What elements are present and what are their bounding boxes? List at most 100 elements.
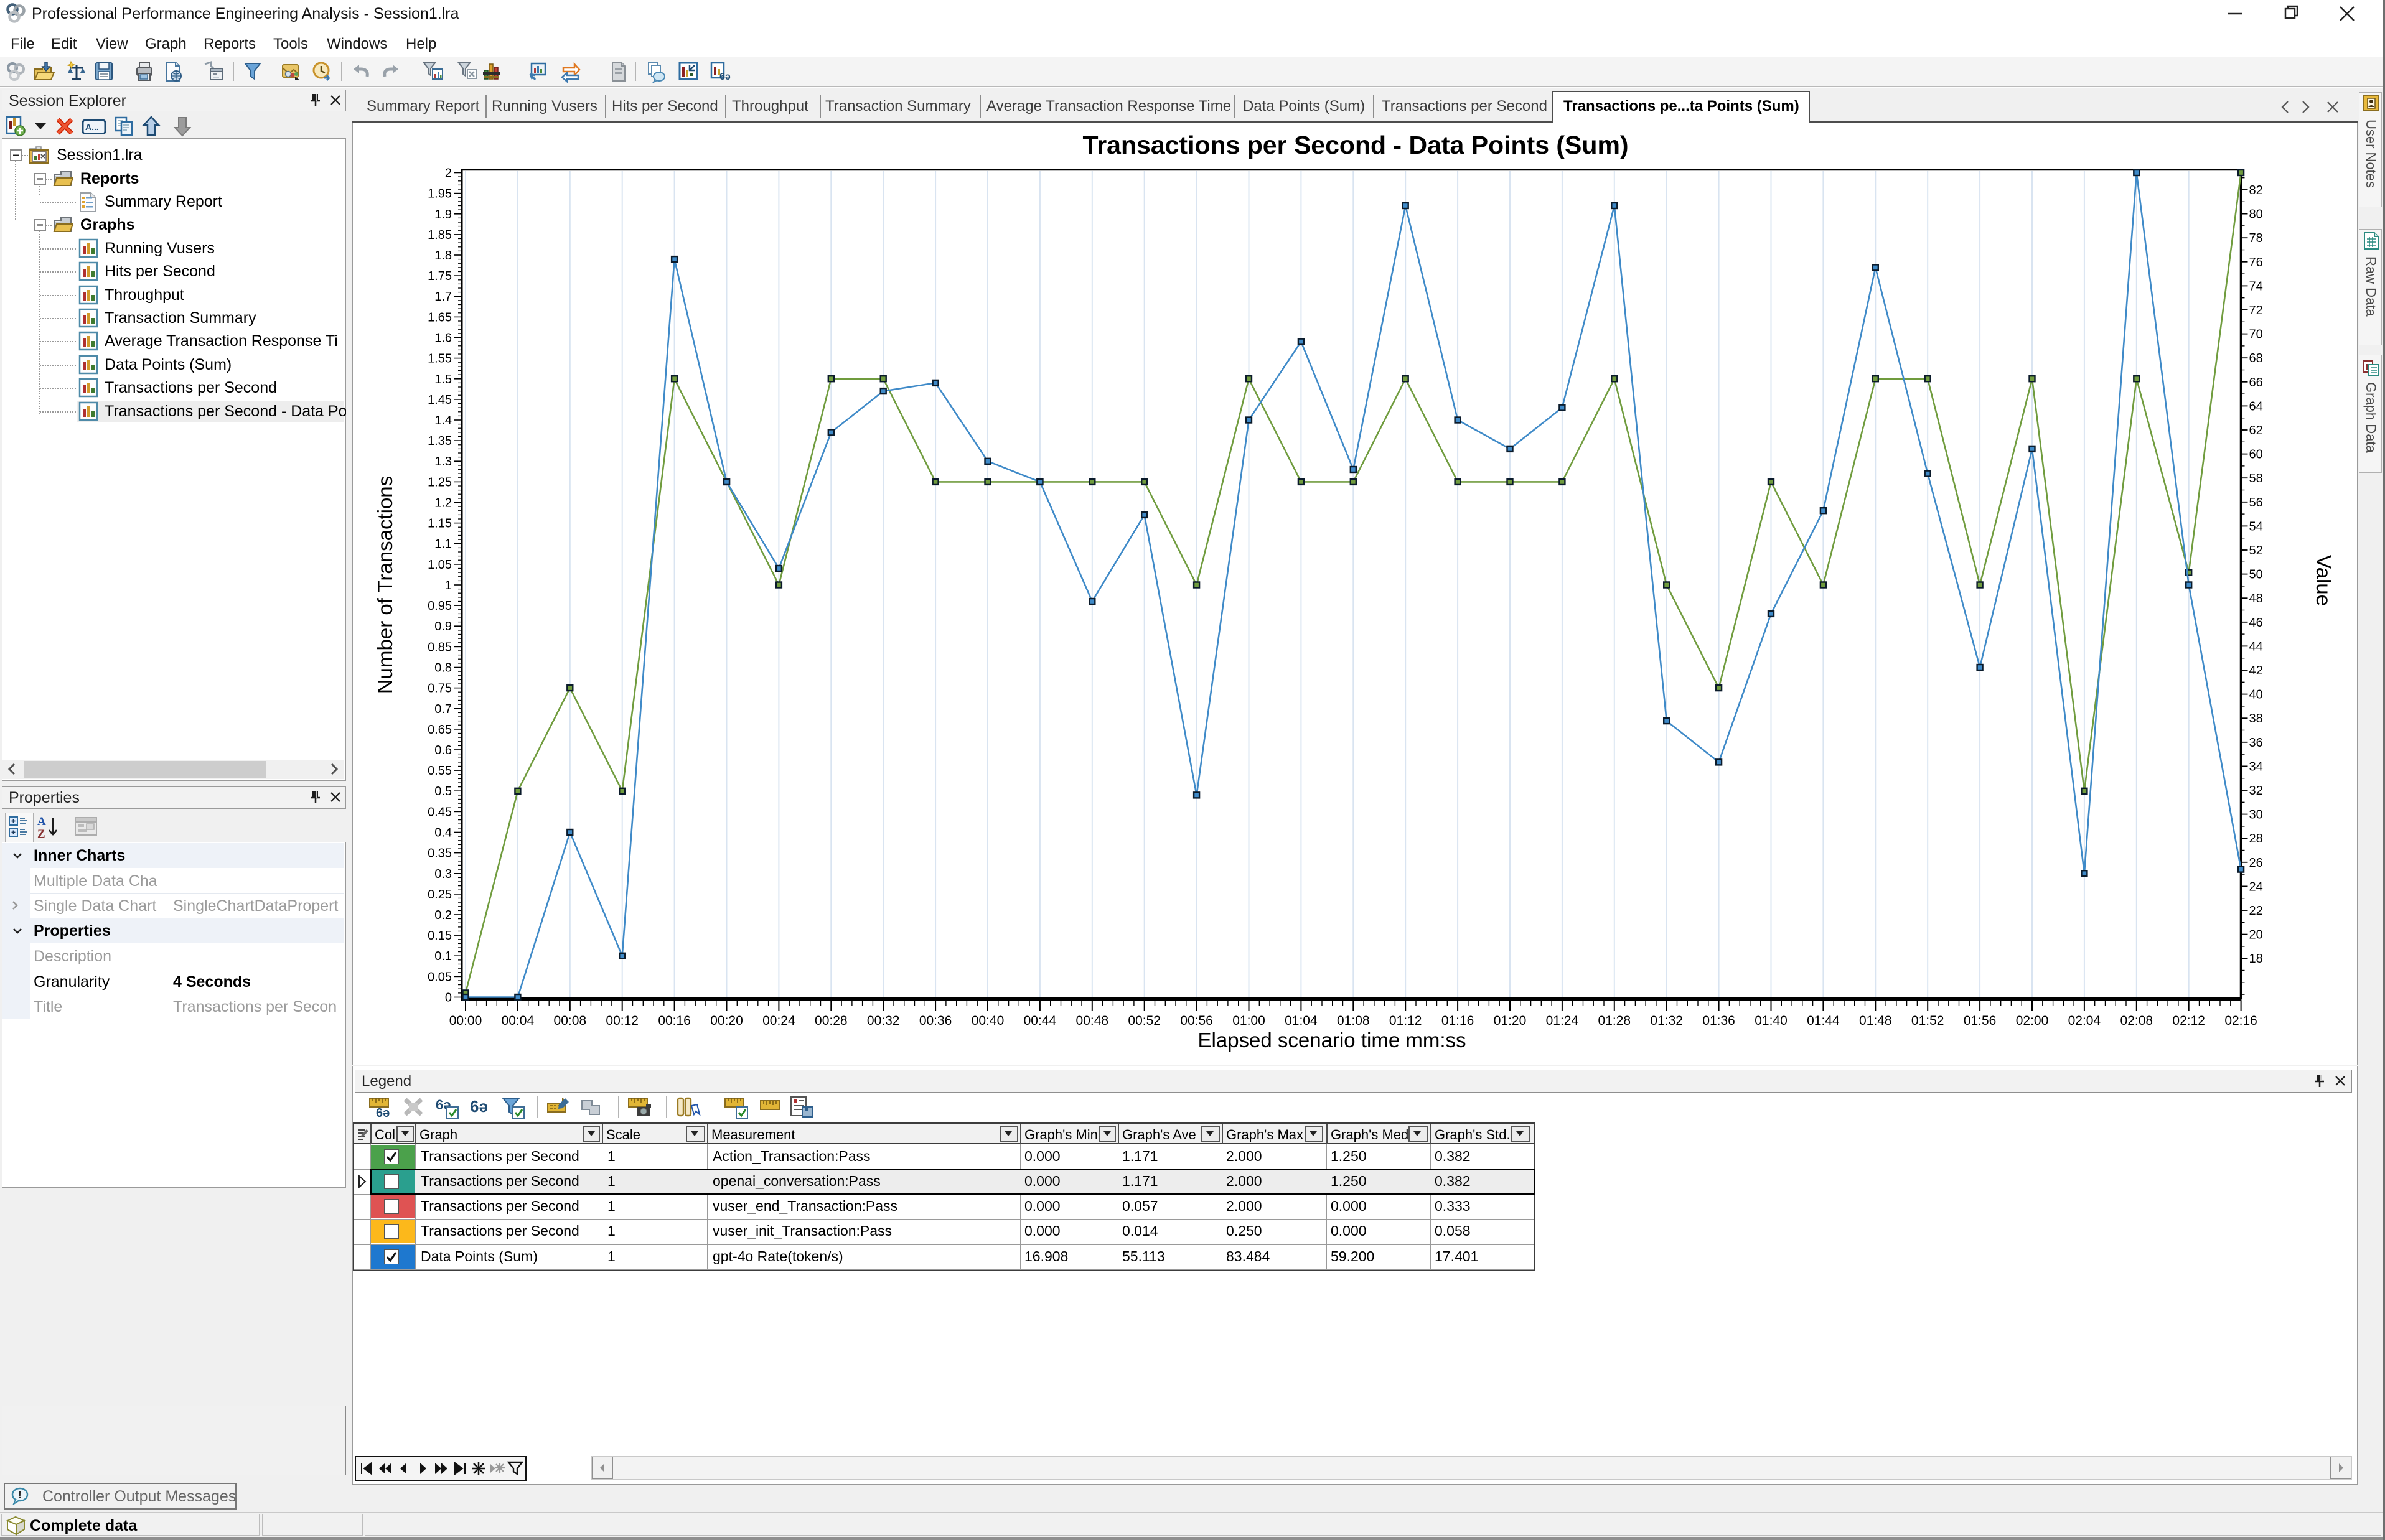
- svg-text:64: 64: [2249, 399, 2263, 413]
- svg-text:26: 26: [2249, 856, 2263, 870]
- svg-text:1: 1: [445, 579, 452, 592]
- svg-text:02:04: 02:04: [2068, 1014, 2101, 1028]
- svg-text:0.45: 0.45: [428, 805, 452, 819]
- svg-text:0.8: 0.8: [434, 661, 452, 675]
- svg-text:40: 40: [2249, 688, 2263, 702]
- svg-text:68: 68: [2249, 352, 2263, 365]
- svg-text:0.55: 0.55: [428, 764, 452, 778]
- svg-text:1.85: 1.85: [428, 228, 452, 242]
- svg-text:0.35: 0.35: [428, 847, 452, 861]
- svg-text:00:24: 00:24: [762, 1014, 795, 1028]
- svg-text:72: 72: [2249, 304, 2263, 317]
- svg-text:1.65: 1.65: [428, 310, 452, 324]
- svg-text:00:28: 00:28: [815, 1014, 848, 1028]
- svg-text:0.7: 0.7: [434, 702, 452, 716]
- svg-text:1.3: 1.3: [434, 455, 452, 469]
- svg-text:A: A: [37, 815, 46, 828]
- svg-text:30: 30: [2249, 808, 2263, 822]
- svg-text:00:40: 00:40: [972, 1014, 1005, 1028]
- svg-text:0.6: 0.6: [434, 744, 452, 757]
- svg-text:1.95: 1.95: [428, 187, 452, 201]
- svg-text:01:56: 01:56: [1964, 1014, 1997, 1028]
- svg-text:00:12: 00:12: [606, 1014, 639, 1028]
- svg-text:0.9: 0.9: [434, 620, 452, 633]
- svg-text:34: 34: [2249, 760, 2263, 773]
- svg-text:00:00: 00:00: [449, 1014, 482, 1028]
- svg-text:56: 56: [2249, 496, 2263, 510]
- svg-text:00:52: 00:52: [1128, 1014, 1161, 1028]
- svg-text:1.7: 1.7: [434, 290, 452, 304]
- svg-text:0.95: 0.95: [428, 599, 452, 613]
- svg-text:1.35: 1.35: [428, 434, 452, 448]
- svg-text:!: !: [18, 1489, 22, 1501]
- svg-text:1.45: 1.45: [428, 393, 452, 407]
- svg-text:0.05: 0.05: [428, 970, 452, 984]
- svg-text:0.65: 0.65: [428, 723, 452, 737]
- svg-text:00:36: 00:36: [919, 1014, 952, 1028]
- svg-text:6ə: 6ə: [376, 1106, 390, 1119]
- svg-text:00:56: 00:56: [1180, 1014, 1213, 1028]
- svg-text:00:48: 00:48: [1076, 1014, 1109, 1028]
- svg-text:58: 58: [2249, 472, 2263, 485]
- svg-text:02:00: 02:00: [2016, 1014, 2049, 1028]
- svg-text:1.4: 1.4: [434, 414, 452, 427]
- svg-text:0.3: 0.3: [434, 867, 452, 881]
- svg-text:00:32: 00:32: [867, 1014, 900, 1028]
- svg-text:0.1: 0.1: [434, 950, 452, 963]
- svg-text:1.55: 1.55: [428, 352, 452, 366]
- svg-text:22: 22: [2249, 904, 2263, 918]
- svg-text:0.85: 0.85: [428, 640, 452, 654]
- svg-text:62: 62: [2249, 424, 2263, 437]
- svg-text:50: 50: [2249, 568, 2263, 582]
- svg-text:0.2: 0.2: [434, 908, 452, 922]
- svg-text:00:08: 00:08: [554, 1014, 587, 1028]
- svg-text:02:08: 02:08: [2120, 1014, 2153, 1028]
- svg-text:28: 28: [2249, 832, 2263, 846]
- svg-text:42: 42: [2249, 664, 2263, 678]
- svg-text:48: 48: [2249, 592, 2263, 605]
- svg-text:01:40: 01:40: [1755, 1014, 1788, 1028]
- svg-text:A...: A...: [85, 122, 99, 132]
- svg-text:82: 82: [2249, 184, 2263, 197]
- svg-text:00:20: 00:20: [710, 1014, 743, 1028]
- svg-text:52: 52: [2249, 544, 2263, 558]
- svg-text:0.4: 0.4: [434, 826, 452, 840]
- svg-text:01:24: 01:24: [1546, 1014, 1579, 1028]
- svg-text:60: 60: [2249, 448, 2263, 462]
- svg-text:01:52: 01:52: [1911, 1014, 1944, 1028]
- svg-text:1.25: 1.25: [428, 475, 452, 489]
- svg-text:Transactions per Second - Data: Transactions per Second - Data Points (S…: [1082, 131, 1628, 159]
- svg-text:1.15: 1.15: [428, 517, 452, 531]
- svg-text:78: 78: [2249, 231, 2263, 245]
- svg-text:02:16: 02:16: [2224, 1014, 2257, 1028]
- svg-text:1.2: 1.2: [434, 497, 452, 510]
- svg-text:01:28: 01:28: [1598, 1014, 1631, 1028]
- svg-text:20: 20: [2249, 928, 2263, 942]
- svg-text:0.15: 0.15: [428, 929, 452, 943]
- svg-text:Value: Value: [2312, 555, 2335, 606]
- svg-text:01:08: 01:08: [1337, 1014, 1370, 1028]
- svg-text:02:12: 02:12: [2172, 1014, 2205, 1028]
- svg-text:0.5: 0.5: [434, 785, 452, 798]
- svg-text:0.25: 0.25: [428, 888, 452, 902]
- svg-text:54: 54: [2249, 520, 2263, 533]
- svg-text:01:32: 01:32: [1650, 1014, 1683, 1028]
- svg-text:1.1: 1.1: [434, 538, 452, 551]
- svg-text:38: 38: [2249, 712, 2263, 726]
- svg-text:00:04: 00:04: [502, 1014, 535, 1028]
- svg-text:1.5: 1.5: [434, 373, 452, 386]
- svg-text:01:16: 01:16: [1441, 1014, 1474, 1028]
- svg-text:01:44: 01:44: [1807, 1014, 1840, 1028]
- svg-text:32: 32: [2249, 784, 2263, 798]
- svg-text:Z: Z: [37, 828, 45, 840]
- svg-text:01:12: 01:12: [1389, 1014, 1422, 1028]
- svg-text:Number of Transactions: Number of Transactions: [373, 476, 396, 694]
- svg-text:0.75: 0.75: [428, 682, 452, 696]
- svg-text:6ə: 6ə: [470, 1097, 488, 1116]
- svg-text:66: 66: [2249, 376, 2263, 390]
- svg-text:46: 46: [2249, 616, 2263, 630]
- svg-text:24: 24: [2249, 880, 2263, 894]
- svg-text:01:48: 01:48: [1859, 1014, 1892, 1028]
- svg-text:1.6: 1.6: [434, 332, 452, 345]
- svg-text:01:04: 01:04: [1285, 1014, 1318, 1028]
